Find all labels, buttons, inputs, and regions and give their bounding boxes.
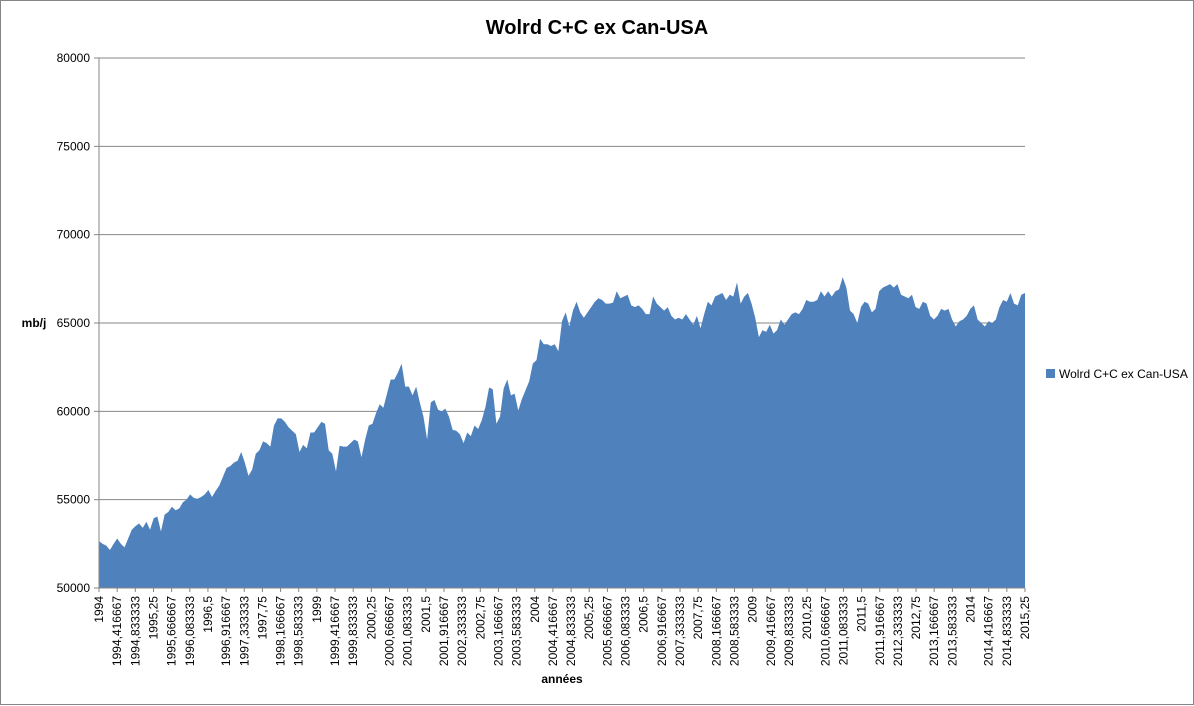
- y-tick-label: 55000: [57, 493, 91, 507]
- x-tick-label: 2012,75: [909, 596, 923, 640]
- x-tick-label: 2006,916667: [655, 596, 669, 666]
- x-tick-label: 2007,333333: [673, 596, 687, 666]
- y-axis-ticks: 50000 55000 60000 65000 70000 75000 80000: [57, 51, 99, 595]
- x-tick-label: 1999: [310, 596, 324, 623]
- x-tick-label: 2012,333333: [891, 596, 905, 666]
- x-tick-label: 1997,75: [255, 596, 269, 640]
- x-tick-label: 1996,5: [201, 596, 215, 633]
- x-tick-label: 1995,666667: [165, 596, 179, 666]
- y-tick-label: 50000: [57, 581, 91, 595]
- x-tick-label: 2004,833333: [564, 596, 578, 666]
- x-tick-label: 2010,666667: [818, 596, 832, 666]
- x-tick-label: 2011,083333: [836, 596, 850, 666]
- x-tick-label: 2001,083333: [401, 596, 415, 666]
- x-tick-label: 2007,75: [691, 596, 705, 640]
- y-axis-label: mb/j: [22, 316, 47, 330]
- x-tick-label: 1999,416667: [328, 596, 342, 666]
- series-area: [99, 277, 1025, 588]
- legend-label: Wolrd C+C ex Can-USA: [1059, 367, 1188, 381]
- x-tick-label: 1995,25: [146, 596, 160, 640]
- x-tick-label: 1994: [92, 596, 106, 623]
- x-tick-label: 1997,333333: [237, 596, 251, 666]
- x-tick-label: 2001,5: [419, 596, 433, 633]
- x-tick-label: 2014,833333: [1000, 596, 1014, 666]
- legend-swatch: [1046, 369, 1055, 378]
- x-tick-label: 2000,25: [364, 596, 378, 640]
- x-tick-label: 2009: [746, 596, 760, 623]
- legend: Wolrd C+C ex Can-USA: [1046, 367, 1188, 381]
- x-tick-label: 1998,583333: [292, 596, 306, 666]
- x-tick-label: 1999,833333: [346, 596, 360, 666]
- x-tick-label: 2004: [528, 596, 542, 623]
- x-tick-label: 2008,166667: [709, 596, 723, 666]
- x-tick-label: 1996,916667: [219, 596, 233, 666]
- x-tick-label: 2008,583333: [727, 596, 741, 666]
- x-tick-label: 2005,666667: [600, 596, 614, 666]
- plot-area: [99, 277, 1025, 588]
- x-tick-label: 2002,75: [473, 596, 487, 640]
- x-tick-label: 2009,833333: [782, 596, 796, 666]
- x-tick-label: 2011,5: [855, 596, 869, 632]
- x-tick-label: 2001,916667: [437, 596, 451, 666]
- x-tick-label: 2014,416667: [982, 596, 996, 666]
- x-axis-ticks: 1994 1994,416667 1994,833333 1995,25 1995,66…: [92, 588, 1032, 666]
- x-tick-label: 1998,166667: [274, 596, 288, 666]
- x-tick-label: 2010,25: [800, 596, 814, 640]
- x-tick-label: 2011,916667: [873, 596, 887, 666]
- x-axis-label: années: [541, 672, 583, 686]
- y-tick-label: 65000: [57, 316, 91, 330]
- y-tick-label: 75000: [57, 139, 91, 153]
- chart-title: Wolrd C+C ex Can-USA: [486, 17, 708, 39]
- x-tick-label: 2003,166667: [491, 596, 505, 666]
- x-tick-label: 2004,416667: [546, 596, 560, 666]
- x-tick-label: 2000,666667: [383, 596, 397, 666]
- x-tick-label: 2013,166667: [927, 596, 941, 666]
- x-tick-label: 2006,083333: [619, 596, 633, 666]
- x-tick-label: 1994,833333: [128, 596, 142, 666]
- x-tick-label: 2013,583333: [945, 596, 959, 666]
- x-tick-label: 2005,25: [582, 596, 596, 640]
- x-tick-label: 2009,416667: [764, 596, 778, 666]
- x-tick-label: 2015,25: [1018, 596, 1032, 640]
- y-tick-label: 60000: [57, 404, 91, 418]
- x-tick-label: 2003,583333: [510, 596, 524, 666]
- y-tick-label: 70000: [57, 228, 91, 242]
- x-tick-label: 1994,416667: [110, 596, 124, 666]
- y-tick-label: 80000: [57, 51, 91, 65]
- x-tick-label: 2002,333333: [455, 596, 469, 666]
- x-tick-label: 2014: [964, 596, 978, 623]
- x-tick-label: 1996,083333: [183, 596, 197, 666]
- x-tick-label: 2006,5: [637, 596, 651, 633]
